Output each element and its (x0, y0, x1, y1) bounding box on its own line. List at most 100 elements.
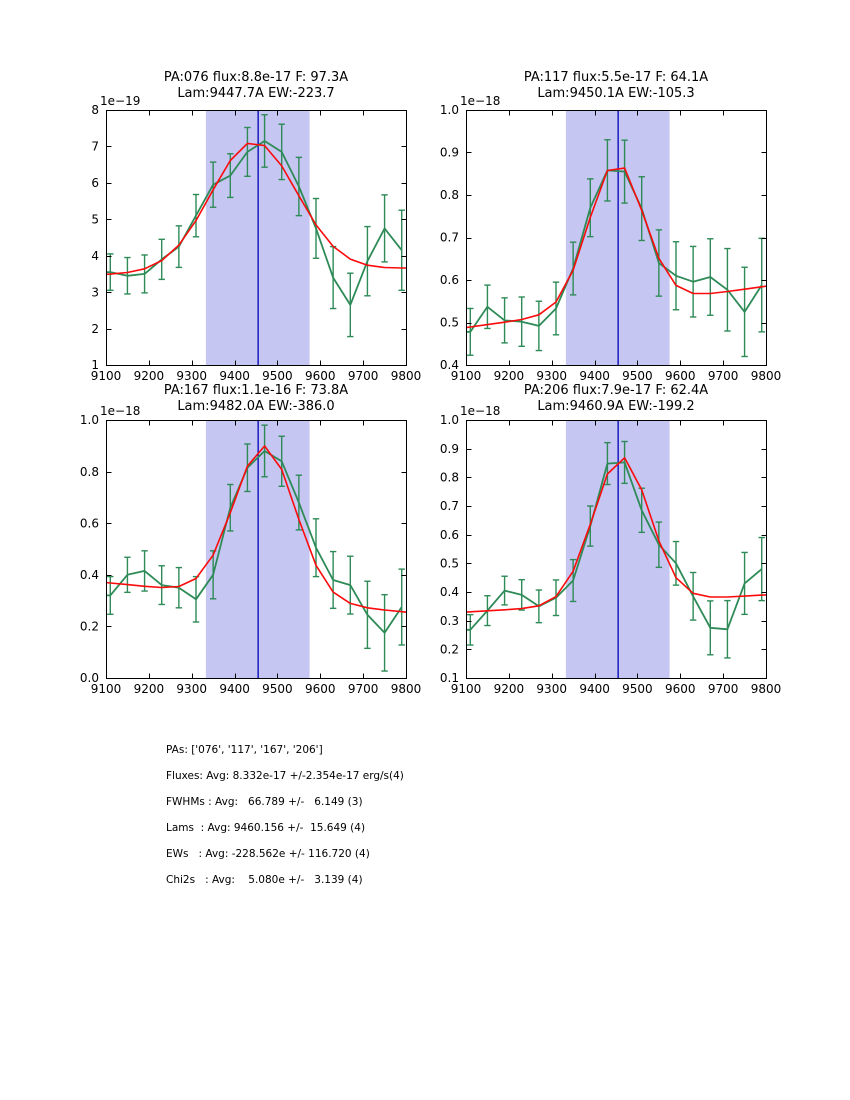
svg-text:9700: 9700 (708, 369, 739, 383)
svg-text:9100: 9100 (91, 682, 122, 696)
svg-text:0.2: 0.2 (440, 643, 459, 657)
svg-text:0.4: 0.4 (440, 585, 459, 599)
svg-text:9300: 9300 (176, 369, 207, 383)
svg-text:1.0: 1.0 (440, 103, 459, 117)
fit-curve (105, 142, 406, 276)
svg-text:9200: 9200 (134, 369, 165, 383)
tick-labels: 9100 9200 9300 9400 9500 9600 9700 9800 0.4 0.5 0.… (440, 103, 781, 383)
svg-text:0.6: 0.6 (440, 273, 459, 287)
svg-text:0.6: 0.6 (80, 516, 99, 530)
svg-text:9600: 9600 (305, 682, 336, 696)
summary-chi2s: Chi2s : Avg: 5.080e +/- 3.139 (4) (166, 874, 363, 886)
panel-title-line1: PA:206 flux:7.9e-17 F: 62.4A (523, 383, 709, 398)
svg-text:9700: 9700 (348, 369, 379, 383)
tick-labels: 9100 9200 9300 9400 9500 9600 9700 9800 1 2 3 4 5 6 7 8 (91, 103, 422, 383)
svg-text:9100: 9100 (451, 369, 482, 383)
svg-text:0.3: 0.3 (440, 614, 459, 628)
spectrum-plot-pa167: 9100 9200 9300 9400 9500 9600 9700 9800 0.0 0.2 0.… (80, 404, 421, 696)
svg-text:9600: 9600 (305, 369, 336, 383)
panel-pa167-title: PA:167 flux:1.1e-16 F: 73.8A Lam:9482.0A… (106, 383, 406, 415)
panel-title-line2: Lam:9450.1A EW:-105.3 (537, 86, 695, 101)
data-series-line (466, 461, 763, 631)
summary-fluxes: Fluxes: Avg: 8.332e-17 +/-2.354e-17 erg/… (166, 770, 404, 782)
svg-text:4: 4 (91, 249, 99, 263)
panel-pa117: PA:117 flux:5.5e-17 F: 64.1A Lam:9450.1A… (420, 70, 820, 400)
svg-text:9300: 9300 (536, 682, 567, 696)
svg-text:9300: 9300 (536, 369, 567, 383)
svg-text:0.6: 0.6 (440, 528, 459, 542)
svg-text:0.7: 0.7 (440, 231, 459, 245)
svg-text:0.8: 0.8 (440, 188, 459, 202)
panel-title-line2: Lam:9460.9A EW:-199.2 (537, 399, 695, 414)
tick-labels: 9100 9200 9300 9400 9500 9600 9700 9800 0.1 0.2 0.… (440, 413, 781, 696)
summary-block: PAs: ['076', '117', '167', '206'] Fluxes… (166, 744, 404, 900)
svg-text:1.0: 1.0 (440, 413, 459, 427)
summary-lams: Lams : Avg: 9460.156 +/- 15.649 (4) (166, 822, 366, 834)
svg-text:9200: 9200 (134, 682, 165, 696)
svg-text:9800: 9800 (751, 682, 782, 696)
summary-pas: PAs: ['076', '117', '167', '206'] (166, 744, 323, 756)
svg-text:5: 5 (91, 213, 99, 227)
svg-text:6: 6 (91, 176, 99, 190)
tick-labels: 9100 9200 9300 9400 9500 9600 9700 9800 0.0 0.2 0.… (80, 413, 421, 696)
svg-text:0.0: 0.0 (80, 671, 99, 685)
svg-text:0.8: 0.8 (80, 465, 99, 479)
y-scale-offset-label: 1e−18 (460, 404, 500, 418)
spectrum-plot-pa117: 9100 9200 9300 9400 9500 9600 9700 9800 0.4 0.5 0.… (440, 94, 781, 383)
svg-text:9200: 9200 (494, 682, 525, 696)
panel-title-line2: Lam:9447.7A EW:-223.7 (177, 86, 335, 101)
svg-text:9800: 9800 (751, 369, 782, 383)
svg-text:9600: 9600 (665, 369, 696, 383)
svg-text:9700: 9700 (348, 682, 379, 696)
svg-text:9500: 9500 (622, 369, 653, 383)
axes-frame (466, 110, 767, 366)
svg-text:0.1: 0.1 (440, 671, 459, 685)
spectrum-plot-pa206: 9100 9200 9300 9400 9500 9600 9700 9800 0.1 0.2 0.… (440, 404, 781, 696)
fit-curve (465, 167, 767, 329)
svg-text:9800: 9800 (391, 682, 422, 696)
svg-text:7: 7 (91, 140, 99, 154)
svg-text:9500: 9500 (622, 682, 653, 696)
panel-pa076-title: PA:076 flux:8.8e-17 F: 97.3A Lam:9447.7A… (106, 70, 406, 102)
svg-text:0.9: 0.9 (440, 146, 459, 160)
axes-frame (466, 420, 767, 679)
fit-curve (465, 456, 767, 613)
svg-text:9700: 9700 (708, 682, 739, 696)
axes-frame (106, 110, 407, 366)
fit-curve (105, 445, 407, 613)
panel-pa206: PA:206 flux:7.9e-17 F: 62.4A Lam:9460.9A… (420, 383, 820, 713)
svg-text:9400: 9400 (579, 682, 610, 696)
panel-title-line1: PA:117 flux:5.5e-17 F: 64.1A (523, 70, 709, 85)
svg-text:2: 2 (91, 322, 99, 336)
summary-ews: EWs : Avg: -228.562e +/- 116.720 (4) (166, 848, 370, 860)
panel-title-line1: PA:076 flux:8.8e-17 F: 97.3A (163, 70, 349, 85)
axes-frame (106, 420, 407, 679)
svg-text:9600: 9600 (665, 682, 696, 696)
svg-text:0.4: 0.4 (440, 358, 459, 372)
svg-text:9400: 9400 (579, 369, 610, 383)
svg-text:9400: 9400 (219, 369, 250, 383)
panel-pa076: PA:076 flux:8.8e-17 F: 97.3A Lam:9447.7A… (60, 70, 460, 400)
svg-text:1.0: 1.0 (80, 413, 99, 427)
svg-text:9800: 9800 (391, 369, 422, 383)
panel-title-line2: Lam:9482.0A EW:-386.0 (177, 399, 335, 414)
svg-text:0.4: 0.4 (80, 568, 99, 582)
svg-text:1: 1 (91, 358, 99, 372)
svg-text:9300: 9300 (176, 682, 207, 696)
svg-text:9100: 9100 (91, 369, 122, 383)
svg-text:0.5: 0.5 (440, 316, 459, 330)
data-series-line (106, 140, 403, 306)
svg-text:9500: 9500 (262, 682, 293, 696)
svg-text:9100: 9100 (451, 682, 482, 696)
svg-text:0.5: 0.5 (440, 557, 459, 571)
svg-text:3: 3 (91, 285, 99, 299)
svg-text:0.7: 0.7 (440, 499, 459, 513)
svg-text:0.9: 0.9 (440, 442, 459, 456)
svg-text:0.8: 0.8 (440, 471, 459, 485)
svg-text:0.2: 0.2 (80, 620, 99, 634)
panel-title-line1: PA:167 flux:1.1e-16 F: 73.8A (163, 383, 349, 398)
panel-pa206-title: PA:206 flux:7.9e-17 F: 62.4A Lam:9460.9A… (466, 383, 766, 415)
panel-pa117-title: PA:117 flux:5.5e-17 F: 64.1A Lam:9450.1A… (466, 70, 766, 102)
y-scale-offset-label: 1e−18 (100, 404, 140, 418)
